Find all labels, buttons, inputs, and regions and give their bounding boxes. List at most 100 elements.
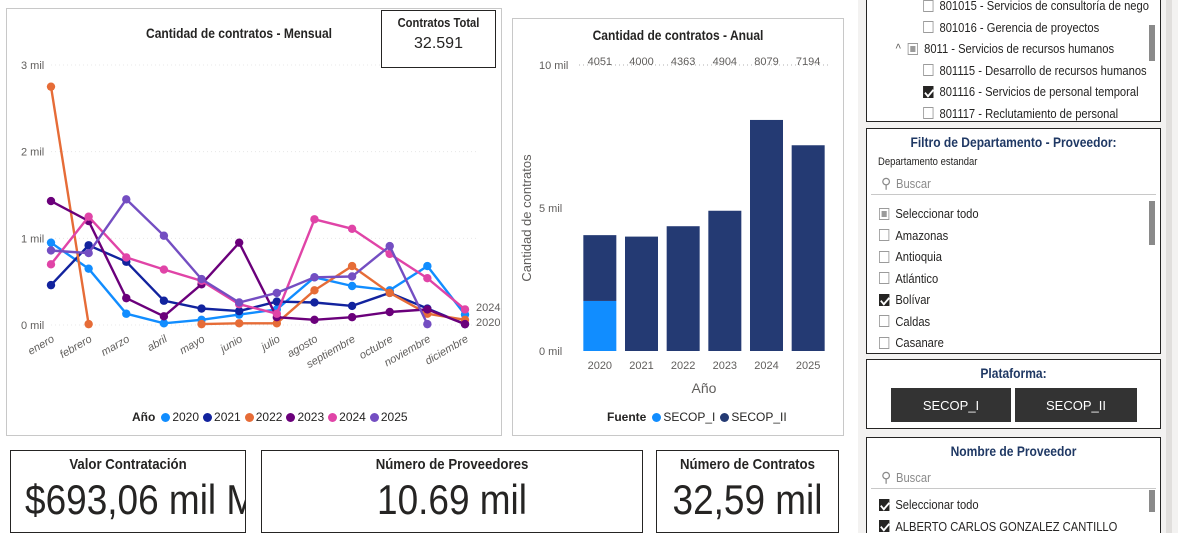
data-point-2021[interactable] — [84, 241, 93, 250]
data-point-2023[interactable] — [460, 319, 470, 329]
list-item[interactable]: 801116 - Servicios de personal temporal — [875, 81, 1160, 103]
list-item[interactable]: ^ 8011 - Servicios de recursos humanos — [875, 38, 1160, 60]
list-item[interactable]: 801016 - Gerencia de proyectos — [875, 17, 1160, 39]
platform-button-secop-i[interactable]: SECOP_I — [891, 388, 1011, 422]
provider-search-input[interactable]: Buscar — [896, 470, 932, 485]
provider-scrollbar[interactable] — [1149, 490, 1155, 512]
data-point-2020[interactable] — [423, 261, 432, 271]
list-item[interactable]: Antioquia — [879, 246, 1160, 268]
legend-item-2022[interactable]: 2022 — [244, 410, 282, 424]
data-point-2022[interactable] — [84, 319, 93, 329]
data-point-2023[interactable] — [234, 238, 244, 247]
series-line-2023[interactable] — [50, 200, 466, 326]
data-point-2022[interactable] — [347, 261, 357, 271]
department-search-input[interactable]: Buscar — [896, 176, 932, 191]
data-point-2021[interactable] — [347, 301, 357, 311]
list-item[interactable]: Caldas — [879, 311, 1160, 333]
bar-secop-ii-2023[interactable] — [708, 210, 742, 351]
department-scrollbar[interactable] — [1149, 201, 1155, 245]
data-point-2024[interactable] — [347, 224, 357, 233]
list-item[interactable]: Casanare — [879, 332, 1160, 353]
checkbox[interactable] — [879, 336, 890, 349]
data-point-2024[interactable] — [46, 260, 56, 269]
checkbox[interactable] — [923, 64, 934, 77]
data-point-2024[interactable] — [460, 305, 470, 314]
chevron-up-icon[interactable]: ^ — [895, 41, 901, 57]
data-point-2023[interactable] — [46, 196, 56, 206]
platform-button-secop-ii[interactable]: SECOP_II — [1015, 388, 1137, 422]
list-item[interactable]: 801115 - Desarrollo de recursos humanos — [875, 60, 1160, 82]
list-item[interactable]: 801015 - Servicios de consultoría de neg… — [875, 0, 1160, 17]
monthly-chart-card[interactable]: Cantidad de contratos - Mensual 3 mil 2 m… — [6, 8, 502, 436]
data-point-2024[interactable] — [272, 309, 282, 318]
list-item[interactable]: 801117 - Reclutamiento de personal — [875, 103, 1160, 122]
checkbox[interactable] — [923, 85, 934, 98]
provider-list[interactable]: Seleccionar todo ALBERTO CARLOS GONZALEZ … — [879, 494, 1160, 533]
bar-secop-ii-2025[interactable] — [791, 145, 825, 351]
data-point-2020[interactable] — [84, 264, 93, 273]
checkbox[interactable] — [879, 250, 890, 263]
checkbox[interactable] — [879, 207, 890, 220]
data-point-2023[interactable] — [347, 313, 357, 322]
data-point-2023[interactable] — [159, 312, 169, 321]
data-point-2024[interactable] — [423, 274, 432, 283]
data-point-2025[interactable] — [385, 241, 394, 251]
data-point-2025[interactable] — [197, 274, 206, 284]
checkbox[interactable] — [879, 293, 890, 306]
bar-secop-ii-2021[interactable] — [625, 236, 658, 351]
checkbox[interactable] — [879, 229, 890, 242]
panel-scrollbar-track[interactable] — [1166, 0, 1172, 533]
data-point-2020[interactable] — [46, 238, 56, 247]
list-item[interactable]: Amazonas — [879, 225, 1160, 247]
series-line-2020[interactable] — [50, 241, 466, 325]
data-point-2024[interactable] — [122, 253, 131, 262]
data-point-2021[interactable] — [197, 304, 206, 313]
legend-item-2024[interactable]: 2024 — [328, 410, 366, 424]
checkbox[interactable] — [907, 42, 919, 55]
data-point-2024[interactable] — [159, 265, 169, 274]
data-point-2022[interactable] — [310, 286, 319, 295]
list-item[interactable]: ALBERTO CARLOS GONZALEZ CANTILLO — [879, 516, 1160, 533]
checkbox[interactable] — [923, 21, 934, 34]
department-slicer[interactable]: Filtro de Departamento - Proveedor: Depa… — [866, 128, 1161, 354]
data-point-2025[interactable] — [310, 273, 319, 282]
department-search[interactable]: ⚲ Buscar — [871, 173, 1156, 195]
checkbox[interactable] — [879, 520, 890, 533]
data-point-2025[interactable] — [122, 195, 131, 204]
data-point-2025[interactable] — [159, 231, 169, 240]
list-item[interactable]: Seleccionar todo — [879, 203, 1160, 225]
series-2021[interactable] — [46, 241, 470, 329]
data-point-2021[interactable] — [272, 297, 282, 306]
legend-item-2020[interactable]: 2020 — [161, 410, 199, 424]
data-point-2022[interactable] — [385, 288, 394, 298]
legend-item-secop-ii[interactable]: SECOP_II — [720, 410, 787, 424]
checkbox[interactable] — [879, 498, 890, 511]
series-2025[interactable] — [46, 195, 432, 329]
series-line-2022[interactable] — [49, 86, 466, 326]
data-point-2021[interactable] — [234, 306, 244, 316]
data-point-2020[interactable] — [159, 319, 169, 328]
checkbox[interactable] — [879, 315, 890, 328]
legend-item-2025[interactable]: 2025 — [369, 410, 408, 424]
data-point-2024[interactable] — [310, 215, 319, 224]
tree-scrollbar[interactable] — [1149, 25, 1155, 61]
provider-search[interactable]: ⚲ Buscar — [871, 467, 1156, 489]
data-point-2021[interactable] — [310, 298, 319, 307]
bar-secop-i-2020[interactable] — [583, 300, 617, 351]
data-point-2025[interactable] — [234, 298, 244, 307]
data-point-2022[interactable] — [272, 319, 282, 328]
checkbox[interactable] — [923, 0, 934, 12]
series-2022[interactable] — [46, 82, 470, 329]
data-point-2023[interactable] — [122, 293, 131, 303]
data-point-2025[interactable] — [84, 248, 93, 258]
data-point-2023[interactable] — [385, 307, 394, 317]
legend-item-secop-i[interactable]: SECOP_I — [652, 410, 715, 424]
data-point-2025[interactable] — [423, 319, 432, 329]
department-list[interactable]: Seleccionar todo Amazonas Antioquia Atlánti… — [879, 203, 1160, 353]
annual-chart-card[interactable]: Cantidad de contratos - Anual 10 mil 5 mi… — [512, 18, 844, 436]
data-point-2021[interactable] — [159, 296, 169, 305]
data-point-2025[interactable] — [347, 272, 357, 281]
data-point-2022[interactable] — [197, 319, 206, 329]
data-point-2022[interactable] — [234, 319, 244, 328]
legend-item-2021[interactable]: 2021 — [203, 410, 241, 424]
